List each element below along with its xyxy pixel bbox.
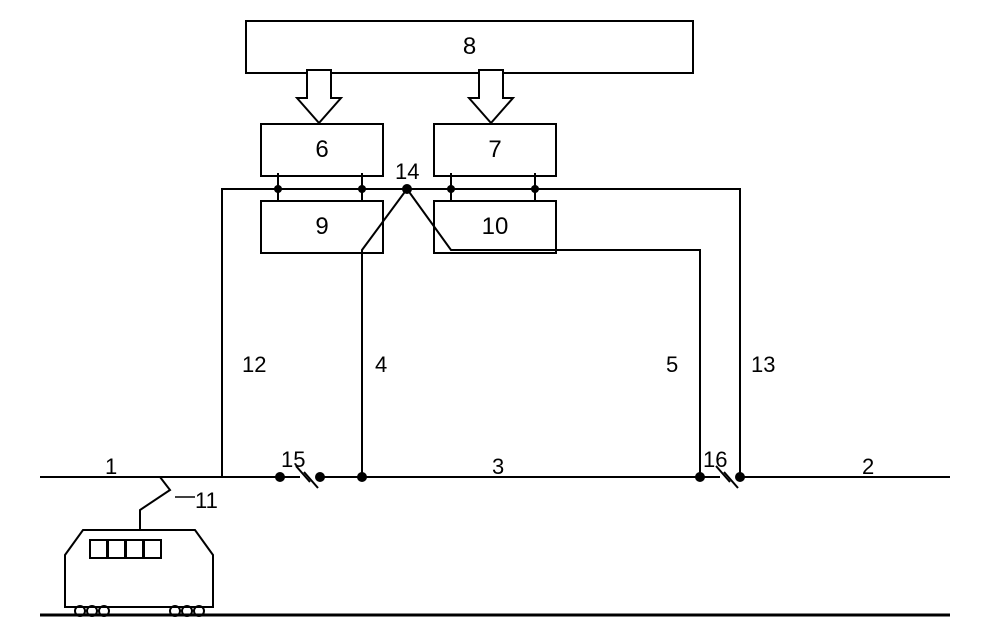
node-16l	[695, 472, 705, 482]
node-15r	[315, 472, 325, 482]
train-body	[65, 530, 213, 607]
gap-15-a	[296, 466, 310, 482]
arrow-8-to-7	[469, 70, 513, 123]
node-16r	[735, 472, 745, 482]
gap-16-a	[716, 466, 730, 482]
node-6r	[358, 185, 366, 193]
wire-12	[222, 189, 280, 477]
node-6l	[274, 185, 282, 193]
node-15l	[275, 472, 285, 482]
diagram-canvas: 8 6 7 9 10 1 2 3 4 5 11 12 13 14 15 16	[0, 0, 1000, 633]
diagram-svg	[0, 0, 1000, 633]
node-14	[402, 184, 412, 194]
pantograph	[140, 477, 170, 530]
arrow-8-to-6	[297, 70, 341, 123]
node-7r	[531, 185, 539, 193]
wire-4	[320, 189, 407, 477]
node-4bot	[357, 472, 367, 482]
wire-5	[407, 189, 700, 477]
wire-13	[535, 189, 740, 477]
node-7l	[447, 185, 455, 193]
